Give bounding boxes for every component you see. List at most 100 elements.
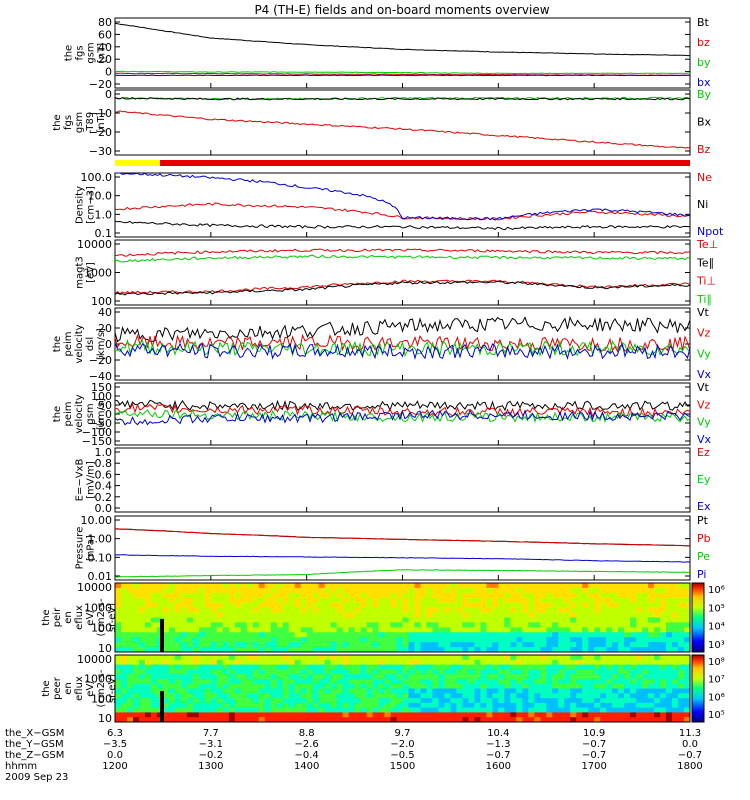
- spectrogram-cell: [486, 592, 493, 599]
- spectrogram-cell: [306, 583, 314, 589]
- spectrogram-cell: [612, 612, 619, 618]
- spectrogram-cell: [534, 637, 541, 643]
- spectrogram-cell: [270, 683, 278, 689]
- spectrogram-cell: [324, 678, 332, 685]
- spectrogram-cell: [600, 683, 607, 689]
- spectrogram-cell: [312, 587, 320, 594]
- spectrogram-cell: [510, 587, 517, 594]
- spectrogram-cell: [127, 712, 134, 718]
- spectrogram-cell: [636, 607, 643, 613]
- spectrogram-cell: [516, 702, 523, 709]
- spectrogram-cell: [414, 637, 421, 643]
- spectrogram-cell: [228, 583, 236, 589]
- spectrogram-cell: [582, 647, 589, 653]
- spectrogram-cell: [402, 674, 409, 680]
- spectrogram-cell: [642, 647, 649, 653]
- spectrogram-cell: [456, 702, 463, 709]
- spectrogram-cell: [372, 702, 380, 709]
- spectrogram-cell: [456, 717, 463, 723]
- spectrogram-cell: [162, 597, 170, 604]
- spectrogram-cell: [516, 693, 523, 699]
- spectrogram-cell: [240, 607, 248, 613]
- spectrogram-cell: [312, 688, 320, 694]
- spectrogram-cell: [228, 647, 236, 653]
- spectrogram-cell: [282, 627, 290, 633]
- spectrogram-cell: [342, 698, 350, 704]
- spectrogram-cell: [402, 669, 409, 675]
- spectrogram-cell: [618, 688, 625, 694]
- spectrogram-cell: [576, 664, 583, 670]
- spectrogram-cell: [270, 669, 278, 675]
- spectrogram-cell: [450, 627, 457, 633]
- spectrogram-cell: [450, 583, 457, 589]
- x-axis-value: −0.5: [390, 750, 414, 761]
- spectrogram-cell: [504, 717, 511, 723]
- spectrogram-cell: [588, 707, 595, 713]
- spectrogram-cell: [210, 674, 218, 680]
- spectrogram-cell: [438, 674, 445, 680]
- spectrogram-cell: [240, 669, 248, 675]
- spectrogram-cell: [408, 693, 415, 699]
- spectrogram-cell: [510, 702, 517, 709]
- spectrogram-cell: [582, 655, 589, 661]
- spectrogram-cell: [127, 698, 134, 704]
- spectrogram-cell: [678, 637, 685, 643]
- spectrogram-cell: [378, 717, 385, 723]
- spectrogram-cell: [306, 647, 314, 653]
- spectrogram-cell: [174, 632, 182, 638]
- spectrogram-cell: [222, 612, 230, 618]
- spectrogram-cell: [456, 583, 463, 589]
- spectrogram-cell: [276, 698, 284, 704]
- spectrogram-cell: [180, 659, 188, 666]
- spectrogram-cell: [264, 659, 272, 666]
- spectrogram-cell: [468, 617, 475, 623]
- spectrogram-cell: [276, 659, 284, 666]
- spectrogram-cell: [672, 583, 679, 589]
- spectrogram-cell: [162, 622, 170, 628]
- spectrogram-cell: [192, 712, 200, 718]
- spectrogram-cell: [564, 587, 571, 594]
- spectrogram-cell: [222, 607, 230, 613]
- panel-frame: [114, 17, 691, 89]
- spectrogram-cell: [600, 627, 607, 633]
- spectrogram-cell: [372, 712, 380, 718]
- spectrogram-cell: [342, 669, 350, 675]
- spectrogram-cell: [606, 702, 613, 709]
- spectrogram-cell: [600, 674, 607, 680]
- spectrogram-cell: [216, 693, 224, 699]
- spectrogram-cell: [204, 592, 212, 599]
- spectrogram-cell: [318, 702, 326, 709]
- spectrogram-cell: [115, 607, 122, 613]
- spectrogram-cell: [672, 622, 679, 628]
- panel-4: [114, 239, 691, 306]
- spectrogram-cell: [552, 637, 559, 643]
- spectrogram-cell: [204, 659, 212, 666]
- spectrogram-cell: [264, 587, 272, 594]
- spectrogram-cell: [534, 597, 541, 604]
- spectrogram-cell: [312, 655, 320, 661]
- spectrogram-cell: [312, 583, 320, 589]
- spectrogram-cell: [498, 627, 505, 633]
- spectrogram-cell: [450, 647, 457, 653]
- spectrogram-cell: [654, 655, 661, 661]
- spectrogram-cell: [678, 583, 685, 589]
- spectrogram-cell: [684, 632, 691, 638]
- spectrogram-cell: [540, 612, 547, 618]
- spectrogram-cell: [624, 707, 631, 713]
- spectrogram-cell: [606, 707, 613, 713]
- spectrogram-cell: [546, 674, 553, 680]
- spectrogram-cell: [420, 669, 427, 675]
- spectrogram-cell: [414, 642, 421, 648]
- spectrogram-cell: [150, 597, 158, 604]
- spectrogram-cell: [228, 683, 236, 689]
- spectrogram-cell: [486, 717, 493, 723]
- spectrogram-cell: [486, 622, 493, 628]
- legend-black: Vt: [697, 306, 710, 319]
- spectrogram-cell: [600, 688, 607, 694]
- spectrogram-cell: [594, 647, 601, 653]
- spectrogram-cell: [666, 612, 673, 618]
- spectrogram-cell: [168, 617, 176, 623]
- legend-green: By: [697, 88, 712, 101]
- spectrogram-cell: [330, 678, 338, 685]
- spectrogram-cell: [294, 678, 302, 685]
